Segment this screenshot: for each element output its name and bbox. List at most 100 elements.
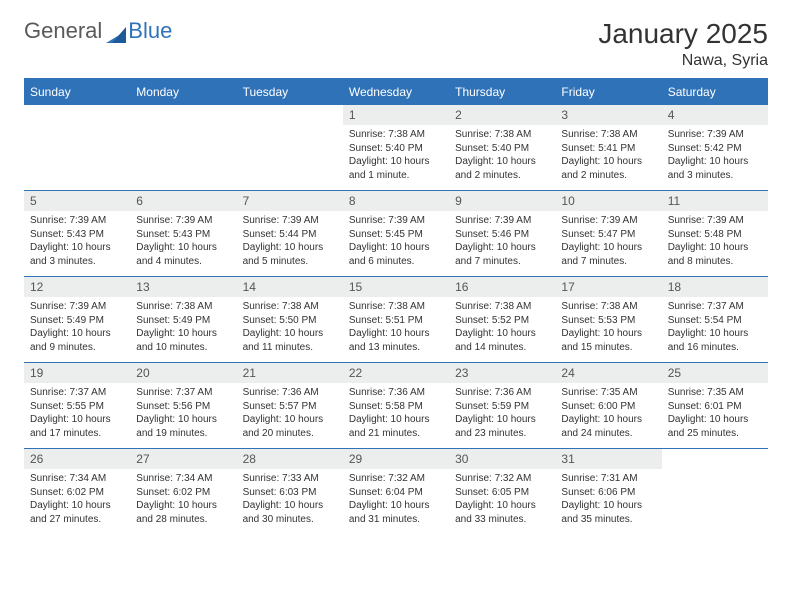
calendar-cell: 3Sunrise: 7:38 AMSunset: 5:41 PMDaylight… — [555, 105, 661, 191]
sunset-text: Sunset: 5:42 PM — [668, 142, 762, 156]
calendar-cell: 23Sunrise: 7:36 AMSunset: 5:59 PMDayligh… — [449, 363, 555, 449]
month-title: January 2025 — [598, 18, 768, 50]
day-details: Sunrise: 7:32 AMSunset: 6:05 PMDaylight:… — [449, 469, 555, 530]
weekday-header: Thursday — [449, 79, 555, 105]
sunrise-text: Sunrise: 7:37 AM — [136, 386, 230, 400]
sunset-text: Sunset: 6:03 PM — [243, 486, 337, 500]
day-details: Sunrise: 7:39 AMSunset: 5:46 PMDaylight:… — [449, 211, 555, 272]
logo: General Blue — [24, 18, 172, 44]
day-number: 24 — [555, 363, 661, 383]
day-number: 4 — [662, 105, 768, 125]
sunset-text: Sunset: 5:58 PM — [349, 400, 443, 414]
weekday-header: Sunday — [24, 79, 130, 105]
day-details: Sunrise: 7:37 AMSunset: 5:55 PMDaylight:… — [24, 383, 130, 444]
calendar-cell: 13Sunrise: 7:38 AMSunset: 5:49 PMDayligh… — [130, 277, 236, 363]
sunrise-text: Sunrise: 7:34 AM — [136, 472, 230, 486]
sunset-text: Sunset: 5:49 PM — [136, 314, 230, 328]
day-number: 3 — [555, 105, 661, 125]
calendar-cell: 22Sunrise: 7:36 AMSunset: 5:58 PMDayligh… — [343, 363, 449, 449]
day-number: 31 — [555, 449, 661, 469]
day-number: 11 — [662, 191, 768, 211]
calendar-table: SundayMondayTuesdayWednesdayThursdayFrid… — [24, 78, 768, 535]
day-number: 30 — [449, 449, 555, 469]
sunrise-text: Sunrise: 7:38 AM — [561, 300, 655, 314]
calendar-cell: 10Sunrise: 7:39 AMSunset: 5:47 PMDayligh… — [555, 191, 661, 277]
day-details: Sunrise: 7:36 AMSunset: 5:59 PMDaylight:… — [449, 383, 555, 444]
calendar-cell — [237, 105, 343, 191]
day-number: 7 — [237, 191, 343, 211]
header: General Blue January 2025 Nawa, Syria — [24, 18, 768, 70]
calendar-week-row: 12Sunrise: 7:39 AMSunset: 5:49 PMDayligh… — [24, 277, 768, 363]
day-details: Sunrise: 7:35 AMSunset: 6:00 PMDaylight:… — [555, 383, 661, 444]
weekday-header: Tuesday — [237, 79, 343, 105]
day-number: 5 — [24, 191, 130, 211]
sunset-text: Sunset: 5:45 PM — [349, 228, 443, 242]
weekday-header: Wednesday — [343, 79, 449, 105]
daylight-text: Daylight: 10 hours and 3 minutes. — [668, 155, 762, 182]
sunset-text: Sunset: 5:54 PM — [668, 314, 762, 328]
day-number: 18 — [662, 277, 768, 297]
daylight-text: Daylight: 10 hours and 7 minutes. — [561, 241, 655, 268]
logo-triangle-icon — [106, 23, 126, 39]
calendar-cell: 30Sunrise: 7:32 AMSunset: 6:05 PMDayligh… — [449, 449, 555, 535]
day-number: 10 — [555, 191, 661, 211]
day-details: Sunrise: 7:36 AMSunset: 5:58 PMDaylight:… — [343, 383, 449, 444]
title-block: January 2025 Nawa, Syria — [598, 18, 768, 70]
day-details: Sunrise: 7:38 AMSunset: 5:52 PMDaylight:… — [449, 297, 555, 358]
calendar-cell: 27Sunrise: 7:34 AMSunset: 6:02 PMDayligh… — [130, 449, 236, 535]
calendar-cell: 6Sunrise: 7:39 AMSunset: 5:43 PMDaylight… — [130, 191, 236, 277]
weekday-header: Monday — [130, 79, 236, 105]
daylight-text: Daylight: 10 hours and 13 minutes. — [349, 327, 443, 354]
daylight-text: Daylight: 10 hours and 15 minutes. — [561, 327, 655, 354]
day-details: Sunrise: 7:39 AMSunset: 5:43 PMDaylight:… — [130, 211, 236, 272]
daylight-text: Daylight: 10 hours and 7 minutes. — [455, 241, 549, 268]
day-details: Sunrise: 7:34 AMSunset: 6:02 PMDaylight:… — [130, 469, 236, 530]
daylight-text: Daylight: 10 hours and 31 minutes. — [349, 499, 443, 526]
calendar-cell: 24Sunrise: 7:35 AMSunset: 6:00 PMDayligh… — [555, 363, 661, 449]
sunrise-text: Sunrise: 7:32 AM — [455, 472, 549, 486]
sunrise-text: Sunrise: 7:36 AM — [349, 386, 443, 400]
calendar-cell: 4Sunrise: 7:39 AMSunset: 5:42 PMDaylight… — [662, 105, 768, 191]
sunrise-text: Sunrise: 7:35 AM — [668, 386, 762, 400]
day-details: Sunrise: 7:38 AMSunset: 5:40 PMDaylight:… — [343, 125, 449, 186]
sunset-text: Sunset: 5:48 PM — [668, 228, 762, 242]
day-number: 27 — [130, 449, 236, 469]
sunrise-text: Sunrise: 7:39 AM — [455, 214, 549, 228]
daylight-text: Daylight: 10 hours and 3 minutes. — [30, 241, 124, 268]
calendar-cell: 1Sunrise: 7:38 AMSunset: 5:40 PMDaylight… — [343, 105, 449, 191]
day-details: Sunrise: 7:39 AMSunset: 5:43 PMDaylight:… — [24, 211, 130, 272]
day-details: Sunrise: 7:39 AMSunset: 5:48 PMDaylight:… — [662, 211, 768, 272]
day-number: 23 — [449, 363, 555, 383]
calendar-cell: 2Sunrise: 7:38 AMSunset: 5:40 PMDaylight… — [449, 105, 555, 191]
sunrise-text: Sunrise: 7:39 AM — [349, 214, 443, 228]
day-details: Sunrise: 7:38 AMSunset: 5:51 PMDaylight:… — [343, 297, 449, 358]
sunset-text: Sunset: 5:40 PM — [455, 142, 549, 156]
daylight-text: Daylight: 10 hours and 23 minutes. — [455, 413, 549, 440]
daylight-text: Daylight: 10 hours and 19 minutes. — [136, 413, 230, 440]
sunrise-text: Sunrise: 7:38 AM — [136, 300, 230, 314]
daylight-text: Daylight: 10 hours and 4 minutes. — [136, 241, 230, 268]
calendar-cell: 16Sunrise: 7:38 AMSunset: 5:52 PMDayligh… — [449, 277, 555, 363]
calendar-cell: 5Sunrise: 7:39 AMSunset: 5:43 PMDaylight… — [24, 191, 130, 277]
calendar-cell: 20Sunrise: 7:37 AMSunset: 5:56 PMDayligh… — [130, 363, 236, 449]
day-number: 17 — [555, 277, 661, 297]
sunrise-text: Sunrise: 7:39 AM — [30, 214, 124, 228]
day-details: Sunrise: 7:38 AMSunset: 5:49 PMDaylight:… — [130, 297, 236, 358]
sunset-text: Sunset: 5:52 PM — [455, 314, 549, 328]
calendar-cell: 29Sunrise: 7:32 AMSunset: 6:04 PMDayligh… — [343, 449, 449, 535]
sunset-text: Sunset: 6:06 PM — [561, 486, 655, 500]
sunset-text: Sunset: 5:49 PM — [30, 314, 124, 328]
day-details: Sunrise: 7:32 AMSunset: 6:04 PMDaylight:… — [343, 469, 449, 530]
sunrise-text: Sunrise: 7:35 AM — [561, 386, 655, 400]
sunset-text: Sunset: 6:02 PM — [30, 486, 124, 500]
day-details: Sunrise: 7:38 AMSunset: 5:40 PMDaylight:… — [449, 125, 555, 186]
day-number: 1 — [343, 105, 449, 125]
day-number: 21 — [237, 363, 343, 383]
day-details: Sunrise: 7:38 AMSunset: 5:41 PMDaylight:… — [555, 125, 661, 186]
daylight-text: Daylight: 10 hours and 17 minutes. — [30, 413, 124, 440]
day-number: 19 — [24, 363, 130, 383]
sunset-text: Sunset: 5:57 PM — [243, 400, 337, 414]
day-number: 9 — [449, 191, 555, 211]
day-number: 13 — [130, 277, 236, 297]
sunrise-text: Sunrise: 7:38 AM — [349, 300, 443, 314]
